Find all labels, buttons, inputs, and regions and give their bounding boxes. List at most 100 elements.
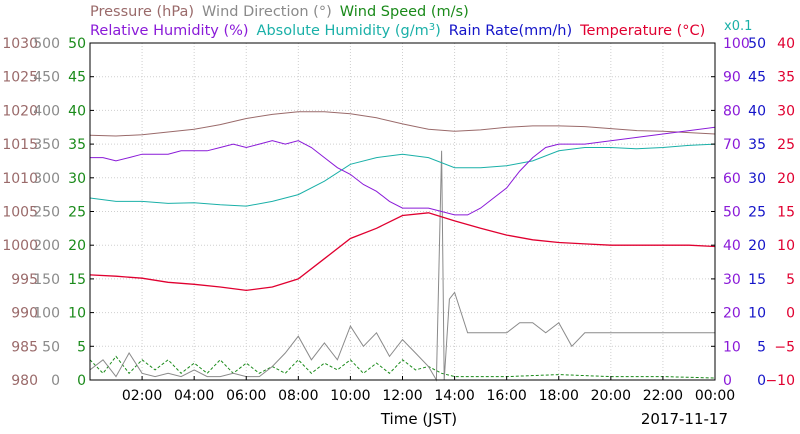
y-tick-wind-speed: 25: [68, 205, 86, 221]
y-tick-wind-speed: 0: [77, 373, 86, 389]
series-line-relative-humidity: [90, 126, 716, 216]
y-tick-pressure: 1010: [2, 171, 38, 187]
x-tick-label: 08:00: [278, 388, 318, 404]
y-tick-temperature: 0: [786, 306, 795, 322]
y-tick-wind-speed: 5: [77, 339, 86, 355]
series-line-temperature: [89, 212, 716, 292]
y-tick-temperature: 40: [777, 36, 795, 52]
x-tick-label: 00:00: [695, 388, 735, 404]
y-tick-relative-humidity: 60: [723, 171, 741, 187]
y-tick-rain-rate: 45: [748, 70, 766, 86]
y-tick-pressure: 980: [11, 373, 38, 389]
series-line-wind-speed: [89, 143, 716, 207]
y-tick-rain-rate: 5: [757, 339, 766, 355]
y-tick-relative-humidity: 70: [723, 137, 741, 153]
y-tick-pressure: 1005: [2, 205, 38, 221]
x-tick-label: 04:00: [174, 388, 214, 404]
legend-entry: Absolute Humidity (g/m3): [257, 22, 441, 40]
y-tick-relative-humidity: 20: [723, 306, 741, 322]
y-tick-wind-direction: 500: [33, 36, 60, 52]
y-tick-wind-speed: 35: [68, 137, 86, 153]
x-tick-label: 16:00: [486, 388, 526, 404]
y-tick-temperature: −5: [774, 339, 795, 355]
legend-entry: Wind Speed (m/s): [340, 4, 469, 20]
legend-entry: Relative Humidity (%): [90, 23, 249, 39]
y-tick-wind-speed: 50: [68, 36, 86, 52]
legend-entry: Rain Rate(mm/h): [449, 23, 572, 39]
y-tick-temperature: 25: [777, 137, 795, 153]
y-tick-pressure: 990: [11, 306, 38, 322]
y-tick-temperature: 20: [777, 171, 795, 187]
y-tick-rain-rate: 10: [748, 306, 766, 322]
x-tick-label: 06:00: [226, 388, 266, 404]
y-tick-rain-rate: 0: [757, 373, 766, 389]
legend-row-2: Relative Humidity (%) Absolute Humidity (…: [90, 22, 705, 40]
y-tick-temperature: −10: [765, 373, 795, 389]
y-tick-temperature: 35: [777, 70, 795, 86]
y-tick-relative-humidity: 40: [723, 238, 741, 254]
y-tick-rain-rate: 35: [748, 137, 766, 153]
y-tick-rain-rate: 30: [748, 171, 766, 187]
y-tick-rain-rate: 15: [748, 272, 766, 288]
x-tick-label: 22:00: [643, 388, 683, 404]
y-tick-relative-humidity: 80: [723, 103, 741, 119]
y-tick-rain-rate: 20: [748, 238, 766, 254]
y-tick-temperature: 10: [777, 238, 795, 254]
series-line-wind-direction: [89, 150, 715, 382]
grid-lines: [90, 43, 715, 380]
y-tick-relative-humidity: 10: [723, 339, 741, 355]
y-tick-pressure: 1015: [2, 137, 38, 153]
legend-row-1: Pressure (hPa) Wind Direction (°) Wind Spe…: [90, 4, 752, 34]
y-tick-wind-direction: 200: [33, 238, 60, 254]
y-tick-wind-direction: 50: [42, 339, 60, 355]
y-tick-wind-direction: 350: [33, 137, 60, 153]
y-tick-relative-humidity: 50: [723, 205, 741, 221]
legend-entry: Wind Direction (°): [202, 4, 332, 20]
y-tick-wind-direction: 250: [33, 205, 60, 221]
y-tick-wind-speed: 30: [68, 171, 86, 187]
y-tick-relative-humidity: 100: [723, 36, 750, 52]
y-tick-temperature: 15: [777, 205, 795, 221]
x-tick-label: 02:00: [122, 388, 162, 404]
y-tick-wind-direction: 300: [33, 171, 60, 187]
y-tick-pressure: 1000: [2, 238, 38, 254]
y-tick-wind-speed: 45: [68, 70, 86, 86]
y-tick-relative-humidity: 30: [723, 272, 741, 288]
x-axis: 02:00 04:00 06:00 08:00 10:00 12:00 14:00 16:00…: [122, 376, 735, 404]
y-tick-pressure: 1025: [2, 70, 38, 86]
x-axis-title: Time (JST): [380, 410, 457, 428]
y-tick-wind-speed: 15: [68, 272, 86, 288]
legend-entry: Temperature (°C): [579, 23, 705, 39]
legend-entry: Pressure (hPa): [90, 4, 194, 20]
y-tick-temperature: 30: [777, 103, 795, 119]
x-tick-label: 12:00: [382, 388, 422, 404]
y-tick-wind-direction: 100: [33, 306, 60, 322]
y-tick-rain-rate: 40: [748, 103, 766, 119]
y-tick-wind-direction: 450: [33, 70, 60, 86]
y-tick-wind-speed: 10: [68, 306, 86, 322]
y-tick-pressure: 995: [11, 272, 38, 288]
x01-label: x0.1: [724, 19, 752, 34]
date-label: 2017-11-17: [641, 410, 728, 428]
x-tick-label: 10:00: [330, 388, 370, 404]
series-line-pressure: [89, 111, 716, 137]
y-tick-relative-humidity: 90: [723, 70, 741, 86]
y-tick-relative-humidity: 0: [723, 373, 732, 389]
y-tick-wind-speed: 40: [68, 103, 86, 119]
series-line-wind-speed: [89, 355, 716, 379]
x-tick-label: 20:00: [591, 388, 631, 404]
y-tick-temperature: 5: [786, 272, 795, 288]
y-tick-pressure: 1030: [2, 36, 38, 52]
x-tick-label: 18:00: [539, 388, 579, 404]
y-tick-wind-direction: 400: [33, 103, 60, 119]
y-tick-pressure: 1020: [2, 103, 38, 119]
y-tick-wind-direction: 150: [33, 272, 60, 288]
y-axes: 1030102510201015101010051000995990985980…: [2, 36, 795, 389]
x-tick-label: 14:00: [434, 388, 474, 404]
y-tick-pressure: 985: [11, 339, 38, 355]
y-tick-rain-rate: 50: [748, 36, 766, 52]
y-tick-rain-rate: 25: [748, 205, 766, 221]
y-tick-wind-speed: 20: [68, 238, 86, 254]
y-tick-wind-direction: 0: [51, 373, 60, 389]
